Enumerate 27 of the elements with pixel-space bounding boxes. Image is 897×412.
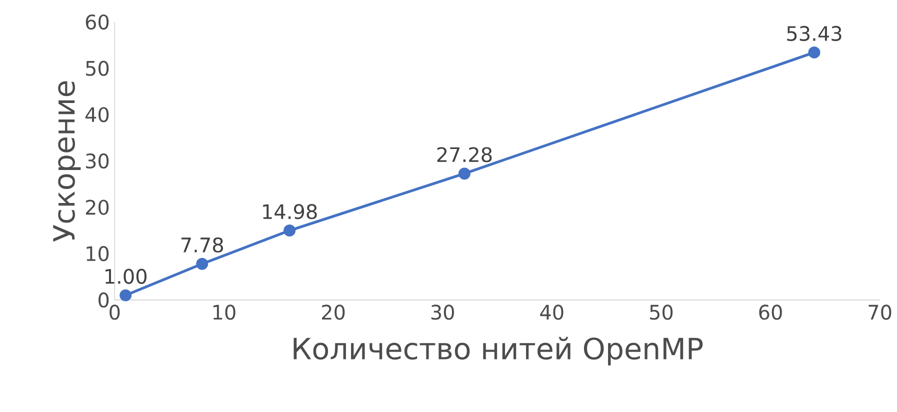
- x-tick-label: 30: [431, 304, 454, 320]
- point: [284, 224, 296, 237]
- x-tick-label: 40: [540, 304, 564, 320]
- x-tick-label: 70: [868, 304, 892, 320]
- point: [120, 289, 132, 302]
- data-label: 7.78: [181, 237, 223, 253]
- data-label: 27.28: [437, 147, 492, 162]
- data-label: 53.43: [787, 26, 842, 42]
- x-tick-label: 60: [759, 304, 782, 320]
- y-axis-title: Ускорение: [53, 81, 81, 242]
- x-tick-label: 10: [213, 304, 236, 320]
- point: [808, 46, 820, 58]
- y-tick-label: 50: [86, 60, 109, 76]
- y-tick-label: 60: [86, 14, 109, 30]
- y-tick-label: 10: [86, 246, 109, 262]
- point: [458, 168, 470, 180]
- y-tick-label: 40: [85, 107, 109, 122]
- y-tick-label: 20: [86, 200, 109, 215]
- point: [196, 258, 208, 270]
- x-tick-label: 0: [110, 304, 120, 320]
- data-label: 1.00: [106, 268, 147, 284]
- x-axis-title: Количество нитей OpenMP: [294, 336, 703, 366]
- x-tick-label: 50: [650, 304, 673, 320]
- y-tick-label: 30: [86, 153, 109, 169]
- x-tick-label: 20: [322, 304, 345, 320]
- y-tick-label: 0: [98, 292, 109, 308]
- data-label: 14.98: [263, 204, 317, 220]
